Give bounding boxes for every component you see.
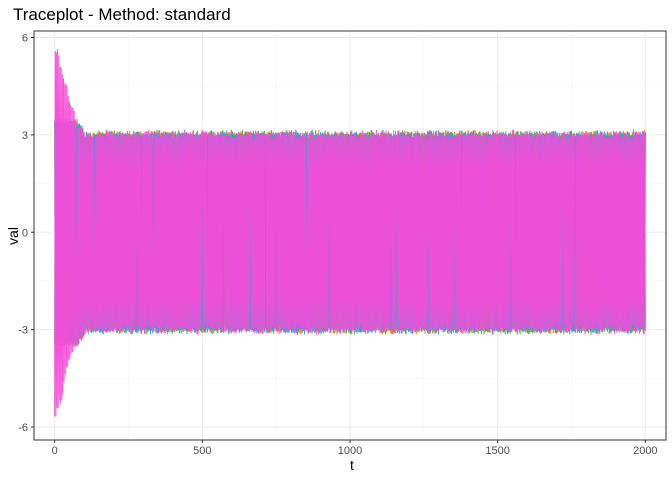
y-tick-label: 3 bbox=[22, 130, 28, 142]
y-axis-title: val bbox=[5, 227, 21, 245]
y-tick-label: 0 bbox=[22, 227, 28, 239]
x-tick-label: 500 bbox=[193, 445, 211, 457]
x-axis-title: t bbox=[350, 457, 354, 473]
x-tick-label: 0 bbox=[52, 445, 58, 457]
x-tick-label: 2000 bbox=[633, 445, 657, 457]
x-axis-ticks: 0 500 1000 1500 2000 bbox=[52, 440, 658, 457]
series-layer bbox=[54, 49, 646, 417]
series-line bbox=[54, 49, 646, 417]
x-tick-label: 1000 bbox=[338, 445, 362, 457]
chart-title: Traceplot - Method: standard bbox=[13, 5, 231, 24]
y-tick-label: -3 bbox=[18, 325, 28, 337]
y-axis-ticks: -6 -3 0 3 6 bbox=[18, 32, 34, 434]
y-tick-label: -6 bbox=[18, 422, 28, 434]
x-tick-label: 1500 bbox=[485, 445, 509, 457]
y-tick-label: 6 bbox=[22, 32, 28, 44]
